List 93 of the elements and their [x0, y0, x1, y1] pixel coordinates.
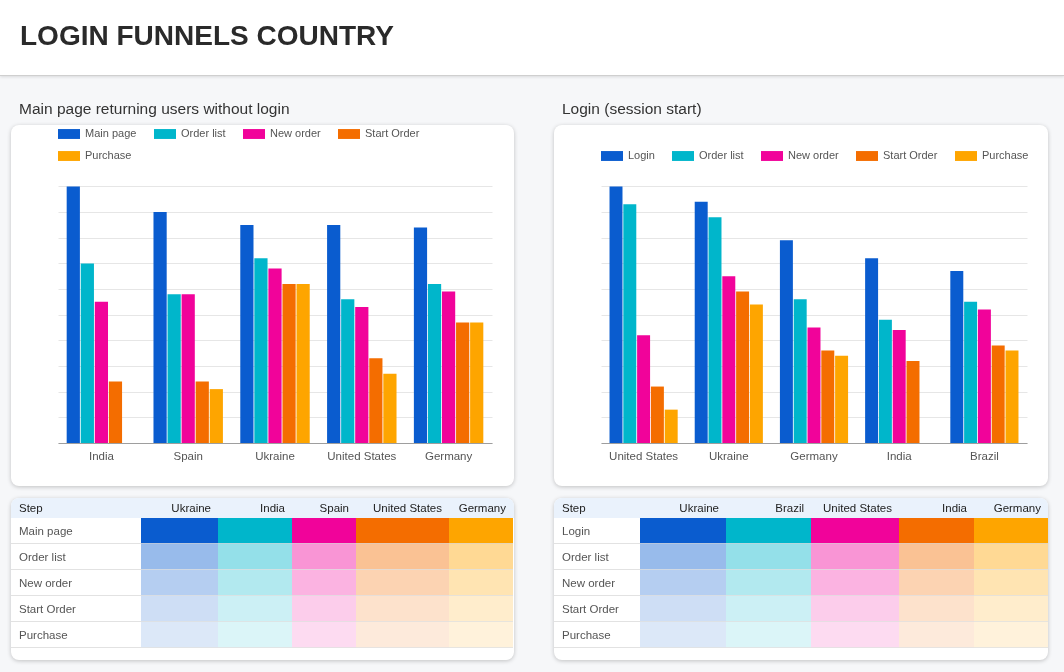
- bar: [708, 217, 722, 443]
- bar: [413, 227, 428, 443]
- category-label: Brazil: [774, 501, 805, 516]
- bar: [355, 307, 369, 443]
- legend-label: Purchase: [982, 149, 1029, 161]
- bar: [282, 283, 296, 443]
- bar: [878, 319, 892, 443]
- bar: [341, 299, 355, 443]
- bar: [650, 386, 664, 443]
- category-label: Main page: [19, 525, 73, 537]
- bar: [254, 258, 268, 443]
- legend-label: Main page: [85, 127, 137, 139]
- category-label: Germany: [992, 501, 1042, 516]
- category-label: Ukraine: [678, 501, 720, 516]
- bar: [736, 291, 750, 443]
- x-tick-label: Ukraine: [255, 449, 295, 462]
- text: LOGIN FUNNELS COUNTRY: [20, 20, 394, 52]
- chart-title: Main page returning users without login: [19, 100, 290, 118]
- bar: [195, 381, 209, 443]
- legend-label: New order: [788, 149, 840, 161]
- bar: [821, 350, 835, 443]
- bar: [167, 294, 181, 443]
- legend-label: Start Order: [365, 127, 420, 139]
- category-label: Purchase: [562, 629, 611, 641]
- bar: [964, 301, 978, 443]
- bar: [749, 304, 763, 443]
- category-label: United States: [371, 501, 443, 516]
- category-label: Start Order: [19, 603, 76, 615]
- bar: [470, 322, 484, 443]
- category-label: India: [259, 501, 286, 516]
- bar: [441, 291, 456, 443]
- bar: [637, 335, 651, 443]
- bar: [268, 268, 282, 443]
- category-label: Ukraine: [170, 501, 212, 516]
- bar: [327, 224, 341, 443]
- x-tick-label: Ukraine: [708, 449, 749, 462]
- bar: [80, 263, 94, 443]
- category-label: Purchase: [19, 629, 68, 641]
- bar: [779, 240, 793, 443]
- bar: [807, 327, 821, 443]
- bar: [456, 322, 470, 443]
- category-label: Germany: [457, 501, 507, 516]
- bar: [369, 358, 383, 443]
- legend-label: Login: [628, 149, 655, 161]
- x-tick-label: India: [88, 449, 115, 462]
- legend-label: Order list: [699, 149, 744, 161]
- bar: [906, 360, 920, 443]
- bar: [181, 294, 195, 443]
- bar: [950, 271, 964, 443]
- bar: [865, 258, 879, 443]
- bar: [427, 283, 442, 443]
- bar: [835, 355, 849, 443]
- legend-label: New order: [270, 127, 322, 139]
- bar: [296, 283, 310, 443]
- bar: [609, 186, 623, 443]
- bar: [209, 389, 223, 443]
- category-label: Spain: [318, 501, 350, 516]
- x-tick-label: India: [886, 449, 913, 462]
- category-label: New order: [19, 577, 73, 589]
- x-tick-label: Germany: [424, 449, 473, 462]
- bar: [383, 373, 397, 443]
- x-tick-label: United States: [609, 449, 679, 462]
- bar: [977, 309, 991, 443]
- legend-label: Order list: [181, 127, 226, 139]
- bar: [94, 301, 109, 443]
- bar: [722, 276, 736, 443]
- bar: [240, 224, 254, 443]
- category-label: Start Order: [562, 603, 619, 615]
- bar: [1005, 350, 1019, 443]
- bar: [793, 299, 807, 443]
- category-label: India: [941, 501, 968, 516]
- bar: [108, 381, 123, 443]
- x-tick-label: Germany: [790, 449, 838, 462]
- bar: [892, 330, 906, 443]
- bar: [694, 201, 708, 443]
- category-label: Login: [562, 525, 591, 537]
- bar: [664, 409, 678, 443]
- category-label: New order: [562, 577, 616, 589]
- chart-title: Login (session start): [562, 100, 702, 118]
- legend-label: Purchase: [85, 149, 132, 161]
- bar: [66, 186, 80, 443]
- text: Step: [18, 501, 44, 516]
- legend-label: Start Order: [883, 149, 938, 161]
- x-tick-label: Spain: [173, 449, 203, 462]
- category-label: Order list: [562, 551, 609, 563]
- category-label: Order list: [19, 551, 66, 563]
- bar: [991, 345, 1005, 443]
- x-tick-label: Brazil: [970, 449, 999, 462]
- bar: [153, 212, 167, 443]
- category-label: United States: [821, 501, 893, 516]
- x-tick-label: United States: [327, 449, 397, 462]
- bar: [623, 204, 637, 443]
- text: Step: [561, 501, 587, 516]
